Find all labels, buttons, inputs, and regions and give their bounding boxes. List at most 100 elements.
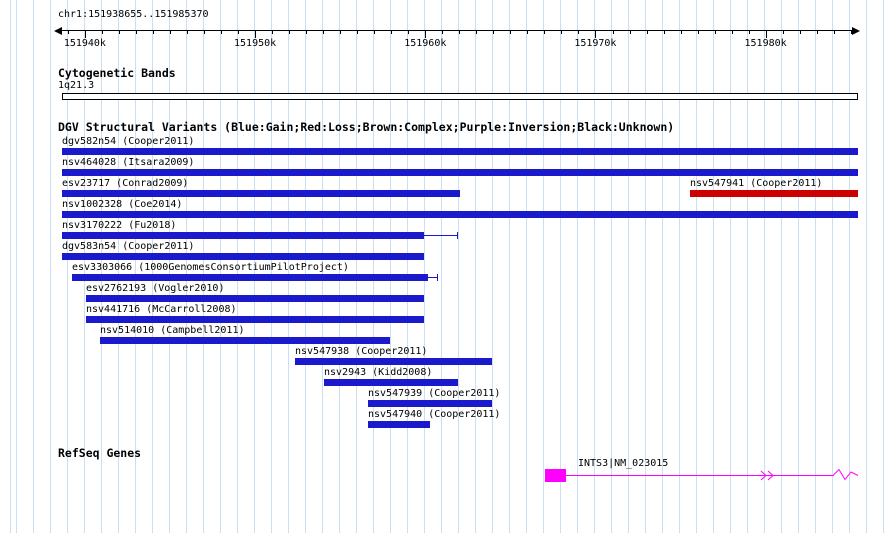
ruler-major-tick	[765, 31, 767, 38]
variant-bar[interactable]	[86, 295, 424, 302]
ruler-minor-tick	[799, 31, 801, 34]
ruler-major-tick	[255, 31, 257, 38]
ruler-minor-tick	[527, 31, 529, 34]
variant-bar[interactable]	[368, 421, 430, 428]
region-label: chr1:151938655..151985370	[58, 9, 209, 20]
gene-direction-arrow-icon	[760, 470, 774, 481]
variant-bar[interactable]	[368, 400, 492, 407]
variant-bar[interactable]	[62, 253, 424, 260]
cytoband-glyph[interactable]	[62, 93, 858, 100]
variant-bar[interactable]	[72, 274, 428, 281]
ruler-minor-tick	[782, 31, 784, 34]
ruler-minor-tick	[306, 31, 308, 34]
ruler-tick-label: 151940k	[63, 38, 106, 49]
gene-label[interactable]: INTS3|NM_023015	[578, 458, 669, 469]
ruler-minor-tick	[816, 31, 818, 34]
ruler-minor-tick	[221, 31, 222, 34]
ruler-major-tick	[425, 31, 427, 38]
cytoband-name: 1q21.3	[58, 80, 95, 91]
ruler-minor-tick	[340, 31, 342, 34]
ruler-right-arrow-icon	[852, 27, 860, 35]
ruler-tick-label: 151960k	[404, 38, 447, 49]
ruler-minor-tick	[101, 31, 103, 34]
variant-bar[interactable]	[62, 169, 858, 176]
dgv-section-title: DGV Structural Variants (Blue:Gain;Red:L…	[58, 120, 675, 134]
ruler-tick-label: 151950k	[234, 38, 277, 49]
ruler-minor-tick	[118, 31, 120, 34]
ruler-minor-tick	[357, 31, 359, 34]
ruler-minor-tick	[510, 31, 512, 34]
ruler-minor-tick	[272, 31, 274, 34]
variant-label[interactable]: esv3303066 (1000GenomesConsortiumPilotPr…	[72, 262, 349, 273]
ruler-minor-tick	[850, 31, 852, 34]
variant-bar[interactable]	[324, 379, 458, 386]
ruler-minor-tick	[459, 31, 461, 34]
variant-label[interactable]: dgv582n54 (Cooper2011)	[62, 136, 195, 147]
ruler-minor-tick	[629, 31, 631, 34]
variant-label[interactable]: nsv464028 (Itsara2009)	[62, 157, 195, 168]
ruler-major-tick	[595, 31, 597, 38]
ruler-minor-tick	[663, 31, 665, 34]
variant-bar[interactable]	[62, 190, 460, 197]
variant-label[interactable]: nsv3170222 (Fu2018)	[62, 220, 177, 231]
ruler-minor-tick	[561, 31, 563, 34]
variant-bar[interactable]	[86, 316, 424, 323]
ruler-minor-tick	[374, 31, 376, 34]
ruler-minor-tick	[680, 31, 682, 34]
ruler-major-tick	[84, 31, 86, 38]
variant-end-tick	[437, 274, 438, 281]
cytobands-section-title: Cytogenetic Bands	[58, 66, 176, 80]
ruler-minor-tick	[204, 31, 205, 34]
variant-bar[interactable]	[690, 190, 858, 197]
variant-label[interactable]: esv23717 (Conrad2009)	[62, 178, 189, 189]
ruler-minor-tick	[289, 31, 291, 34]
ruler-minor-tick	[476, 31, 478, 34]
ruler-minor-tick	[646, 31, 648, 34]
variant-label[interactable]: nsv547938 (Cooper2011)	[295, 346, 428, 357]
ruler-minor-tick	[442, 31, 444, 34]
variant-label[interactable]: nsv441716 (McCarroll2008)	[86, 304, 237, 315]
ruler-minor-tick	[67, 31, 69, 34]
variant-end-tick	[457, 232, 458, 239]
variant-extent-line	[428, 277, 437, 278]
variant-label[interactable]: nsv1002328 (Coe2014)	[62, 199, 183, 210]
ruler-minor-tick	[135, 31, 137, 34]
variant-extent-line	[424, 235, 457, 236]
ruler-minor-tick	[391, 31, 393, 34]
variant-label[interactable]: nsv514010 (Campbell2011)	[100, 325, 245, 336]
ruler-minor-tick	[748, 31, 750, 34]
ruler-minor-tick	[238, 31, 240, 34]
ruler-tick-label: 151980k	[744, 38, 787, 49]
variant-bar[interactable]	[62, 232, 424, 239]
ruler-minor-tick	[578, 31, 580, 34]
ruler-minor-tick	[170, 31, 171, 34]
variant-label[interactable]: esv2762193 (Vogler2010)	[86, 283, 225, 294]
variant-label[interactable]: nsv2943 (Kidd2008)	[324, 367, 433, 378]
gene-glyph[interactable]	[0, 454, 890, 499]
ruler-minor-tick	[408, 31, 410, 34]
ruler-minor-tick	[697, 31, 699, 34]
gene-exon-box[interactable]	[545, 469, 566, 482]
variant-bar[interactable]	[62, 148, 858, 155]
gene-intron-line[interactable]	[566, 468, 859, 481]
refseq-section-title: RefSeq Genes	[58, 446, 142, 460]
ruler-minor-tick	[714, 31, 716, 34]
ruler-minor-tick	[731, 31, 733, 34]
ruler-minor-tick	[187, 31, 188, 34]
ruler-tick-label: 151970k	[574, 38, 617, 49]
variant-label[interactable]: nsv547940 (Cooper2011)	[368, 409, 501, 420]
ruler-minor-tick	[493, 31, 495, 34]
variant-bar[interactable]	[295, 358, 492, 365]
ruler-minor-tick	[153, 31, 154, 34]
ruler-line	[62, 30, 857, 31]
ruler-minor-tick	[612, 31, 614, 34]
variant-label[interactable]: dgv583n54 (Cooper2011)	[62, 241, 195, 252]
variant-bar[interactable]	[62, 211, 858, 218]
variant-label[interactable]: nsv547941 (Cooper2011)	[690, 178, 823, 189]
ruler-left-arrow-icon	[54, 27, 62, 35]
variant-label[interactable]: nsv547939 (Cooper2011)	[368, 388, 501, 399]
variant-bar[interactable]	[100, 337, 390, 344]
ruler-minor-tick	[323, 31, 325, 34]
ruler-minor-tick	[544, 31, 546, 34]
